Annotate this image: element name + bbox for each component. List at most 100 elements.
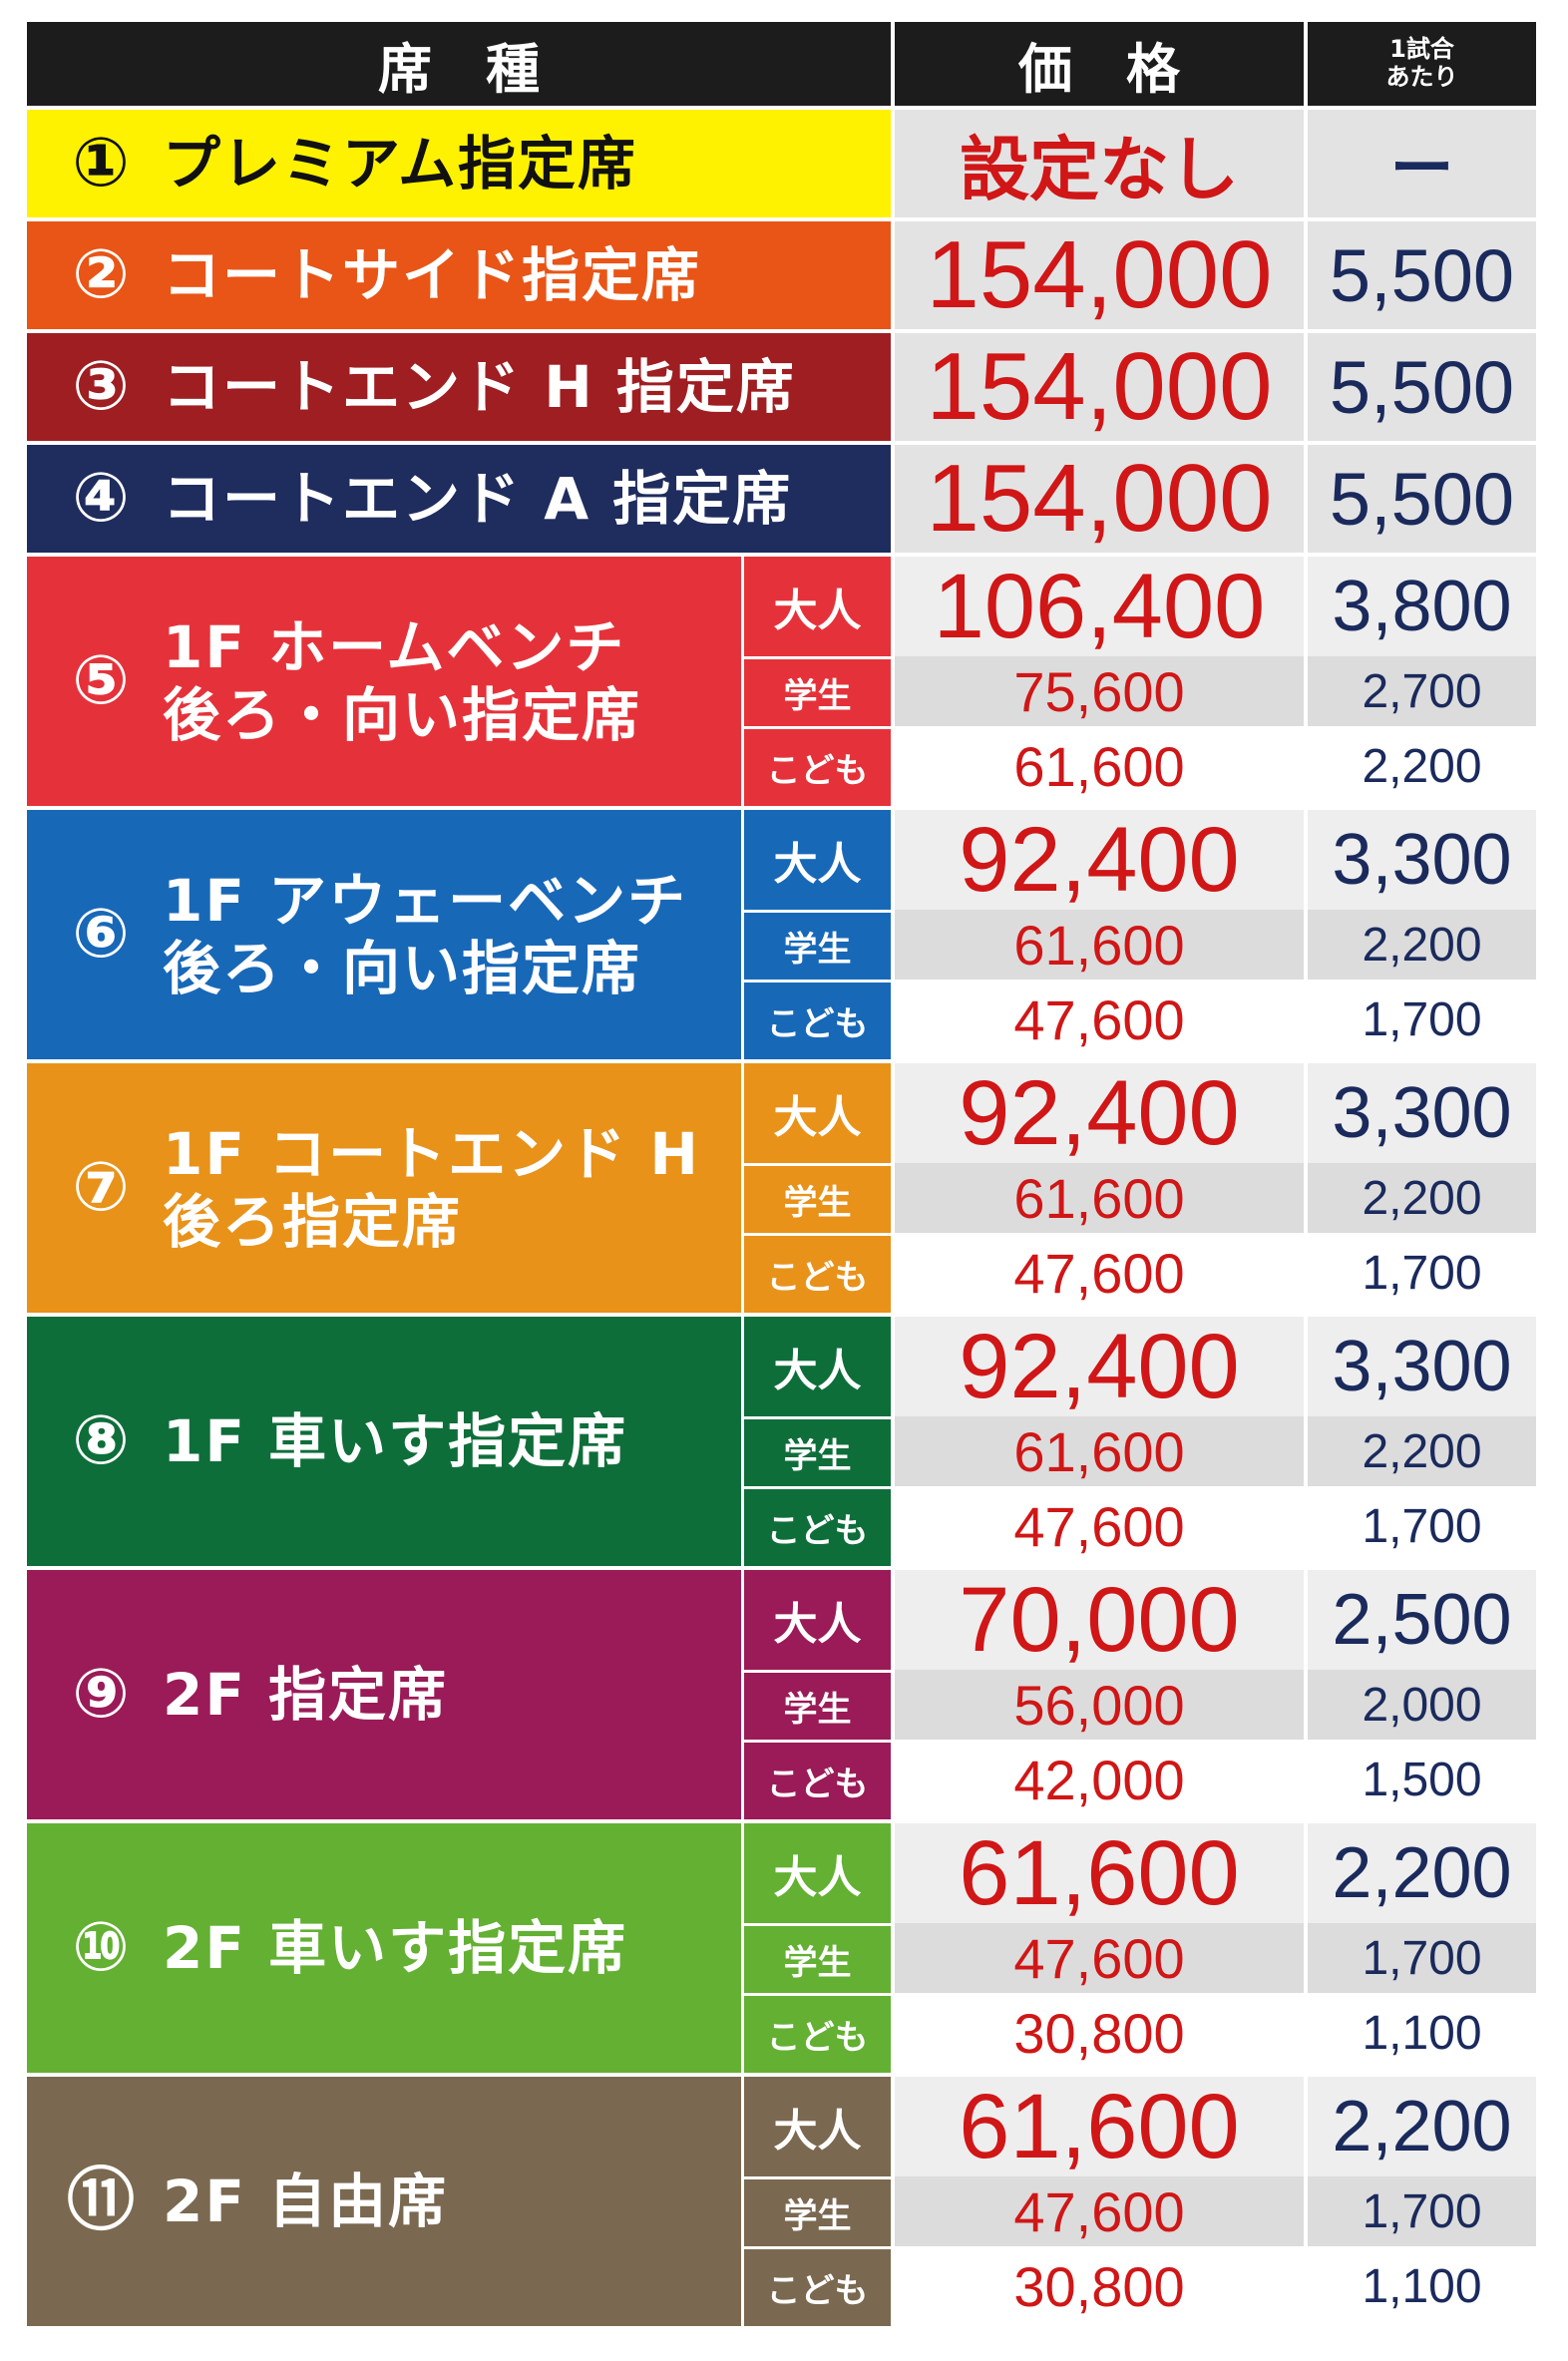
tier-student: 学生 bbox=[741, 1416, 891, 1486]
tier-student: 学生 bbox=[741, 1670, 891, 1740]
price-student: 47,600 bbox=[895, 1923, 1304, 1993]
price-child: 42,000 bbox=[895, 1740, 1304, 1819]
seat-type-3: ③ コートエンド H 指定席 bbox=[27, 333, 891, 441]
header-price: 価 格 bbox=[895, 22, 1304, 106]
price-student: 61,600 bbox=[895, 910, 1304, 980]
per-game-adult: 2,200 bbox=[1308, 2077, 1536, 2176]
per-game-student: 1,700 bbox=[1308, 2176, 1536, 2246]
seat-name: 2F 自由席 bbox=[163, 2166, 449, 2235]
seat-number: ③ bbox=[72, 347, 130, 426]
header-per-game: 1試合 あたり bbox=[1308, 22, 1536, 106]
tier-adult: 大人 bbox=[741, 1063, 891, 1163]
per-game-child: 1,700 bbox=[1308, 1233, 1536, 1313]
tier-child: こども bbox=[741, 1486, 891, 1566]
seat-type-8: ⑧ 1F 車いす指定席 bbox=[27, 1317, 741, 1566]
seat-type-11: ⑪ 2F 自由席 bbox=[27, 2077, 741, 2326]
price-1: 設定なし bbox=[895, 110, 1304, 217]
seat-type-1: ① プレミアム指定席 bbox=[27, 110, 891, 217]
seat-number: ⑧ bbox=[72, 1401, 130, 1480]
seat-type-5: ⑤ 1F ホームベンチ 後ろ・向い指定席 bbox=[27, 557, 741, 806]
price-student: 47,600 bbox=[895, 2176, 1304, 2246]
per-game-student: 2,200 bbox=[1308, 910, 1536, 980]
price-child: 30,800 bbox=[895, 1993, 1304, 2073]
tier-child: こども bbox=[741, 1740, 891, 1819]
seat-name: コートサイド指定席 bbox=[163, 240, 702, 309]
seat-type-2: ② コートサイド指定席 bbox=[27, 221, 891, 329]
tier-student: 学生 bbox=[741, 656, 891, 726]
seat-number: ① bbox=[72, 124, 130, 202]
per-game-student: 2,000 bbox=[1308, 1670, 1536, 1740]
seat-name: 2F 車いす指定席 bbox=[163, 1913, 628, 1982]
seat-type-10: ⑩ 2F 車いす指定席 bbox=[27, 1823, 741, 2073]
seat-type-9: ⑨ 2F 指定席 bbox=[27, 1570, 741, 1819]
tier-adult: 大人 bbox=[741, 1317, 891, 1416]
price-child: 30,800 bbox=[895, 2246, 1304, 2326]
tier-child: こども bbox=[741, 980, 891, 1059]
seat-number: ④ bbox=[72, 459, 130, 538]
seat-name: 2F 指定席 bbox=[163, 1660, 449, 1729]
price-table: 席 種 価 格 1試合 あたり ① プレミアム指定席 設定なしー ② コートサイド指定席… bbox=[27, 22, 1536, 2334]
tier-child: こども bbox=[741, 1993, 891, 2073]
tier-student: 学生 bbox=[741, 2176, 891, 2246]
per-game-student: 2,700 bbox=[1308, 656, 1536, 726]
header-seat-type: 席 種 bbox=[27, 22, 891, 106]
per-game-adult: 2,200 bbox=[1308, 1823, 1536, 1923]
tier-child: こども bbox=[741, 726, 891, 806]
seat-name: 1F アウェーベンチ 後ろ・向い指定席 bbox=[163, 866, 688, 1002]
price-adult: 92,400 bbox=[895, 810, 1304, 910]
seat-name: 1F ホームベンチ 後ろ・向い指定席 bbox=[163, 612, 642, 749]
tier-child: こども bbox=[741, 2246, 891, 2326]
per-game-adult: 3,300 bbox=[1308, 1063, 1536, 1163]
seat-number: ⑪ bbox=[66, 2162, 135, 2240]
tier-student: 学生 bbox=[741, 910, 891, 980]
price-adult: 92,400 bbox=[895, 1317, 1304, 1416]
tier-adult: 大人 bbox=[741, 557, 891, 656]
per-game-child: 1,700 bbox=[1308, 980, 1536, 1059]
price-adult: 70,000 bbox=[895, 1570, 1304, 1670]
price-3: 154,000 bbox=[895, 333, 1304, 441]
seat-type-7: ⑦ 1F コートエンド H 後ろ指定席 bbox=[27, 1063, 741, 1313]
tier-adult: 大人 bbox=[741, 1570, 891, 1670]
seat-number: ⑦ bbox=[72, 1148, 130, 1227]
per-game-adult: 3,300 bbox=[1308, 1317, 1536, 1416]
tier-child: こども bbox=[741, 1233, 891, 1313]
header-per-game-line1: 1試合 bbox=[1389, 35, 1454, 64]
per-game-adult: 2,500 bbox=[1308, 1570, 1536, 1670]
seat-number: ⑤ bbox=[72, 641, 130, 720]
seat-name: 1F コートエンド H 後ろ指定席 bbox=[163, 1119, 700, 1256]
seat-number: ⑨ bbox=[72, 1655, 130, 1734]
seat-name: プレミアム指定席 bbox=[163, 129, 637, 197]
per-game-1: ー bbox=[1308, 110, 1536, 217]
price-child: 61,600 bbox=[895, 726, 1304, 806]
seat-number: ⑩ bbox=[72, 1908, 130, 1987]
per-game-4: 5,500 bbox=[1308, 445, 1536, 553]
tier-student: 学生 bbox=[741, 1923, 891, 1993]
seat-number: ② bbox=[72, 235, 130, 314]
per-game-child: 1,100 bbox=[1308, 2246, 1536, 2326]
per-game-2: 5,500 bbox=[1308, 221, 1536, 329]
tier-adult: 大人 bbox=[741, 1823, 891, 1923]
price-adult: 61,600 bbox=[895, 2077, 1304, 2176]
seat-number: ⑥ bbox=[72, 895, 130, 974]
per-game-student: 2,200 bbox=[1308, 1163, 1536, 1233]
price-adult: 92,400 bbox=[895, 1063, 1304, 1163]
seat-name: コートエンド H 指定席 bbox=[163, 352, 796, 421]
seat-name: 1F 車いす指定席 bbox=[163, 1406, 628, 1475]
price-student: 56,000 bbox=[895, 1670, 1304, 1740]
seat-name: コートエンド A 指定席 bbox=[163, 464, 793, 533]
tier-adult: 大人 bbox=[741, 2077, 891, 2176]
header-per-game-line2: あたり bbox=[1385, 63, 1458, 91]
per-game-student: 1,700 bbox=[1308, 1923, 1536, 1993]
per-game-child: 2,200 bbox=[1308, 726, 1536, 806]
price-adult: 106,400 bbox=[895, 557, 1304, 656]
per-game-child: 1,700 bbox=[1308, 1486, 1536, 1566]
seat-type-4: ④ コートエンド A 指定席 bbox=[27, 445, 891, 553]
price-student: 61,600 bbox=[895, 1163, 1304, 1233]
per-game-child: 1,500 bbox=[1308, 1740, 1536, 1819]
price-student: 61,600 bbox=[895, 1416, 1304, 1486]
per-game-adult: 3,300 bbox=[1308, 810, 1536, 910]
price-child: 47,600 bbox=[895, 1233, 1304, 1313]
tier-student: 学生 bbox=[741, 1163, 891, 1233]
seat-type-6: ⑥ 1F アウェーベンチ 後ろ・向い指定席 bbox=[27, 810, 741, 1059]
per-game-child: 1,100 bbox=[1308, 1993, 1536, 2073]
